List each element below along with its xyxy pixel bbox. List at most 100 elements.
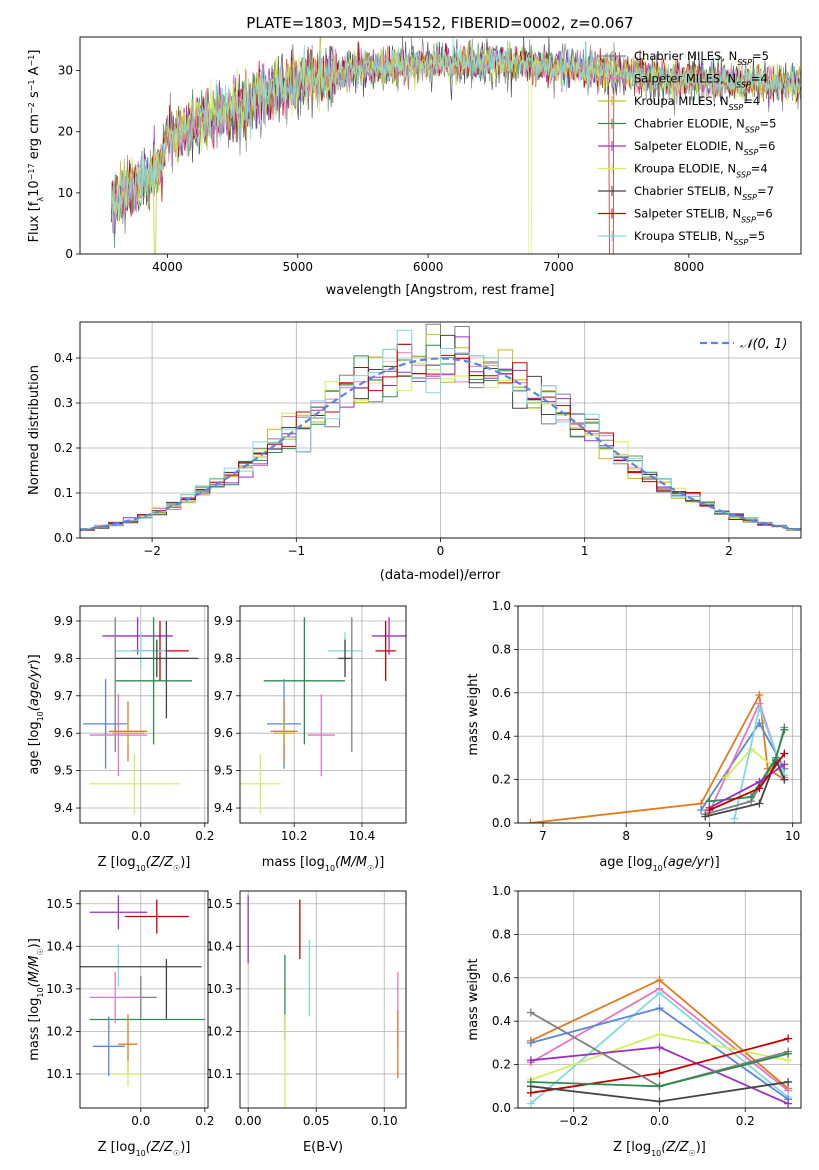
- chart-spectrum: 4000 5000 6000 7000 8000 0 10 20 30 Chabrier MILE…: [27, 36, 802, 298]
- plot-area: [240, 617, 406, 814]
- chart-mass-vs-ebv: 0.00 0.05 0.10 10.1 10.2 10.3 10.4 10.5 E(B-V): [206, 890, 407, 1155]
- label-part: )]: [180, 1140, 190, 1155]
- x-axis-label: Z [log10(Z/Z☉)]: [98, 1140, 191, 1158]
- errorbar-point: [240, 753, 281, 814]
- axes-frame: [239, 890, 407, 1109]
- chart-weight-vs-Z: −0.2 0.0 0.2 0.0 0.2 0.4 0.6 0.8 1.0 Z [log10(Z/Z…: [466, 884, 802, 1158]
- label-part: ☉: [689, 1149, 696, 1158]
- weight-series: [705, 760, 789, 812]
- label-part: 10: [136, 1149, 146, 1158]
- x-tick-label: 0.0: [131, 1114, 150, 1128]
- plot-area: [526, 975, 793, 1108]
- label-part: =4: [743, 94, 760, 108]
- x-tick-label: −2: [143, 544, 161, 558]
- series-marker: [730, 814, 739, 823]
- axes-frame: [517, 605, 802, 824]
- label-part: Salpeter ELODIE, N: [634, 139, 744, 153]
- series-marker: [526, 1056, 535, 1065]
- plot-area: [80, 895, 205, 1087]
- series-line: [705, 757, 786, 818]
- y-tick-label: 0.0: [492, 1101, 511, 1115]
- chart-residuals: −2 −1 0 1 2 0.0 0.1 0.2 0.3 0.4 𝒩(0, 1) (data-model…: [27, 321, 802, 583]
- series-marker: [701, 812, 710, 821]
- normal-curve: [80, 357, 801, 532]
- series-marker: [780, 760, 789, 769]
- label-part: =5: [760, 117, 777, 131]
- y-tick-label: 0.2: [54, 441, 73, 455]
- series-marker: [655, 1043, 664, 1052]
- x-tick-label: 0.0: [650, 1114, 669, 1128]
- x-tick-label: 0.2: [195, 829, 214, 843]
- y-tick-label: 10: [58, 186, 73, 200]
- label-part: =4: [751, 72, 768, 86]
- series-marker: [780, 749, 789, 758]
- y-axis-label: mass weight: [466, 958, 481, 1040]
- label-part: SSP: [741, 215, 756, 224]
- errorbar-point: [273, 721, 295, 745]
- x-tick-label: 0.2: [736, 1114, 755, 1128]
- series-marker: [526, 1008, 535, 1017]
- legend-label: Kroupa MILES, NSSP=4: [634, 94, 760, 112]
- errorbar-point: [115, 639, 199, 678]
- label-part: 10: [36, 987, 45, 997]
- errorbar-point: [375, 620, 396, 681]
- series-marker: [784, 1049, 793, 1058]
- y-tick-label: 10.1: [206, 1067, 233, 1081]
- y-tick-label: 9.9: [54, 614, 73, 628]
- errorbar-point: [338, 639, 352, 678]
- label-part: SSP: [736, 170, 751, 179]
- plot-area: [80, 323, 801, 532]
- y-axis-label: Normed distribution: [27, 365, 42, 495]
- series-marker: [722, 773, 731, 782]
- label-part: )]: [710, 855, 720, 870]
- label-part: Chabrier ELODIE, N: [634, 117, 745, 131]
- label-part: (Z/Z: [146, 1140, 174, 1155]
- series-marker: [705, 805, 714, 814]
- label-part: Chabrier MILES, N: [634, 49, 737, 63]
- x-axis-label: Z [log10(Z/Z☉)]: [613, 1140, 706, 1158]
- y-tick-label: 0.6: [492, 686, 511, 700]
- label-part: 10: [136, 864, 146, 873]
- errorbar-point: [89, 971, 141, 1023]
- y-tick-label: 30: [58, 64, 73, 78]
- y-tick-label: 0.6: [492, 971, 511, 985]
- label-part: ]: [27, 50, 42, 55]
- y-tick-label: 1.0: [492, 599, 511, 613]
- x-tick-label: 5000: [282, 260, 313, 274]
- x-tick-label: 10: [785, 829, 800, 843]
- y-tick-label: 9.5: [214, 764, 233, 778]
- label-part: E(B-V): [303, 1140, 343, 1155]
- y-tick-label: 9.4: [54, 801, 73, 815]
- errorbar-point: [89, 895, 148, 930]
- series-marker: [655, 1004, 664, 1013]
- errorbar-point: [112, 1061, 144, 1087]
- weight-series: [526, 1049, 793, 1091]
- label-part: Salpeter MILES, N: [634, 72, 736, 86]
- label-part: =6: [756, 207, 773, 221]
- series-line: [709, 729, 786, 803]
- y-tick-label: 0.4: [492, 1014, 511, 1028]
- x-tick-label: 0.2: [195, 1114, 214, 1128]
- label-part: Kroupa STELIB, N: [634, 229, 734, 243]
- plot-area: [526, 690, 789, 823]
- series-marker: [655, 1030, 664, 1039]
- legend-label: Chabrier STELIB, NSSP=7: [634, 184, 774, 202]
- label-part: 10: [27, 180, 42, 197]
- y-tick-label: 10.2: [206, 1024, 233, 1038]
- series-marker: [655, 988, 664, 997]
- spectrum-line: [110, 37, 801, 232]
- label-part: SSP: [744, 148, 759, 157]
- errorbar-point: [115, 632, 167, 670]
- label-part: SSP: [737, 58, 752, 67]
- x-tick-label: 7: [539, 829, 547, 843]
- label-part: ☉: [36, 948, 45, 955]
- y-axis-label: mass [log10(M/M☉)]: [27, 938, 45, 1061]
- chart-age-vs-mass: 10.2 10.4 9.4 9.5 9.6 9.7 9.8 9.9 mass [log10(M/…: [214, 605, 407, 873]
- y-tick-label: 0.0: [492, 816, 511, 830]
- series-marker: [784, 1077, 793, 1086]
- label-part: ☉: [173, 1149, 180, 1158]
- y-tick-label: 10.5: [46, 897, 73, 911]
- x-tick-label: 0.05: [303, 1114, 330, 1128]
